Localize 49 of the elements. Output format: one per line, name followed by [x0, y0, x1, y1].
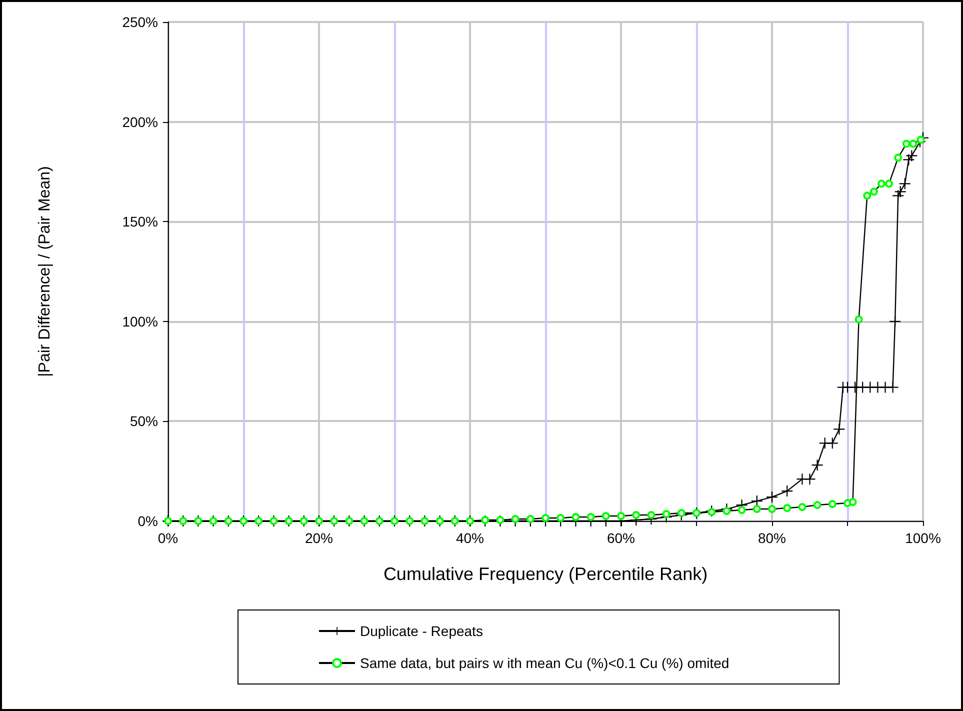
- y-tick-label: 250%: [122, 14, 158, 30]
- point: [647, 511, 656, 520]
- point: [617, 512, 625, 520]
- point: [854, 315, 863, 324]
- point: [481, 516, 490, 524]
- point: [909, 140, 918, 148]
- point: [783, 504, 792, 512]
- point: [848, 498, 857, 506]
- legend-label: Duplicate - Repeats: [360, 623, 483, 639]
- point: [542, 514, 550, 522]
- legend-label: Same data, but pairs w ith mean Cu (%)<0.1 Cu (%) omited: [360, 655, 730, 671]
- point: [632, 511, 640, 520]
- x-tick-label: 0%: [158, 530, 178, 546]
- y-tick-label: 100%: [122, 313, 158, 330]
- point: [828, 500, 836, 508]
- x-tick-label: 40%: [456, 530, 484, 546]
- point: [708, 508, 716, 516]
- y-tick-label: 200%: [122, 114, 158, 130]
- x-tick-label: 20%: [304, 530, 334, 546]
- point: [572, 513, 580, 522]
- point: [526, 515, 534, 523]
- point: [902, 140, 910, 148]
- point: [511, 515, 520, 523]
- y-tick-label: 50%: [130, 413, 158, 430]
- point: [768, 505, 776, 514]
- point: [496, 516, 504, 524]
- point: [863, 192, 872, 200]
- point: [722, 507, 731, 516]
- point: [798, 503, 806, 512]
- point: [677, 509, 686, 518]
- point: [602, 512, 610, 520]
- y-tick-label: 0%: [138, 513, 158, 529]
- point: [586, 513, 595, 522]
- point: [885, 180, 894, 188]
- point: [916, 136, 925, 144]
- y-tick-label: 150%: [122, 214, 158, 230]
- x-axis-title: Cumulative Frequency (Percentile Rank): [383, 564, 708, 584]
- y-axis-title: |Pair Difference| / (Pair Mean): [36, 166, 54, 377]
- point: [556, 514, 565, 522]
- point: [752, 505, 761, 514]
- point: [894, 154, 902, 162]
- point: [662, 510, 670, 518]
- point: [877, 180, 886, 188]
- point: [870, 188, 878, 196]
- x-tick-label: 100%: [905, 530, 941, 546]
- point: [738, 506, 746, 514]
- x-tick-label: 80%: [758, 530, 786, 546]
- point: [813, 501, 822, 510]
- x-tick-label: 60%: [606, 530, 636, 546]
